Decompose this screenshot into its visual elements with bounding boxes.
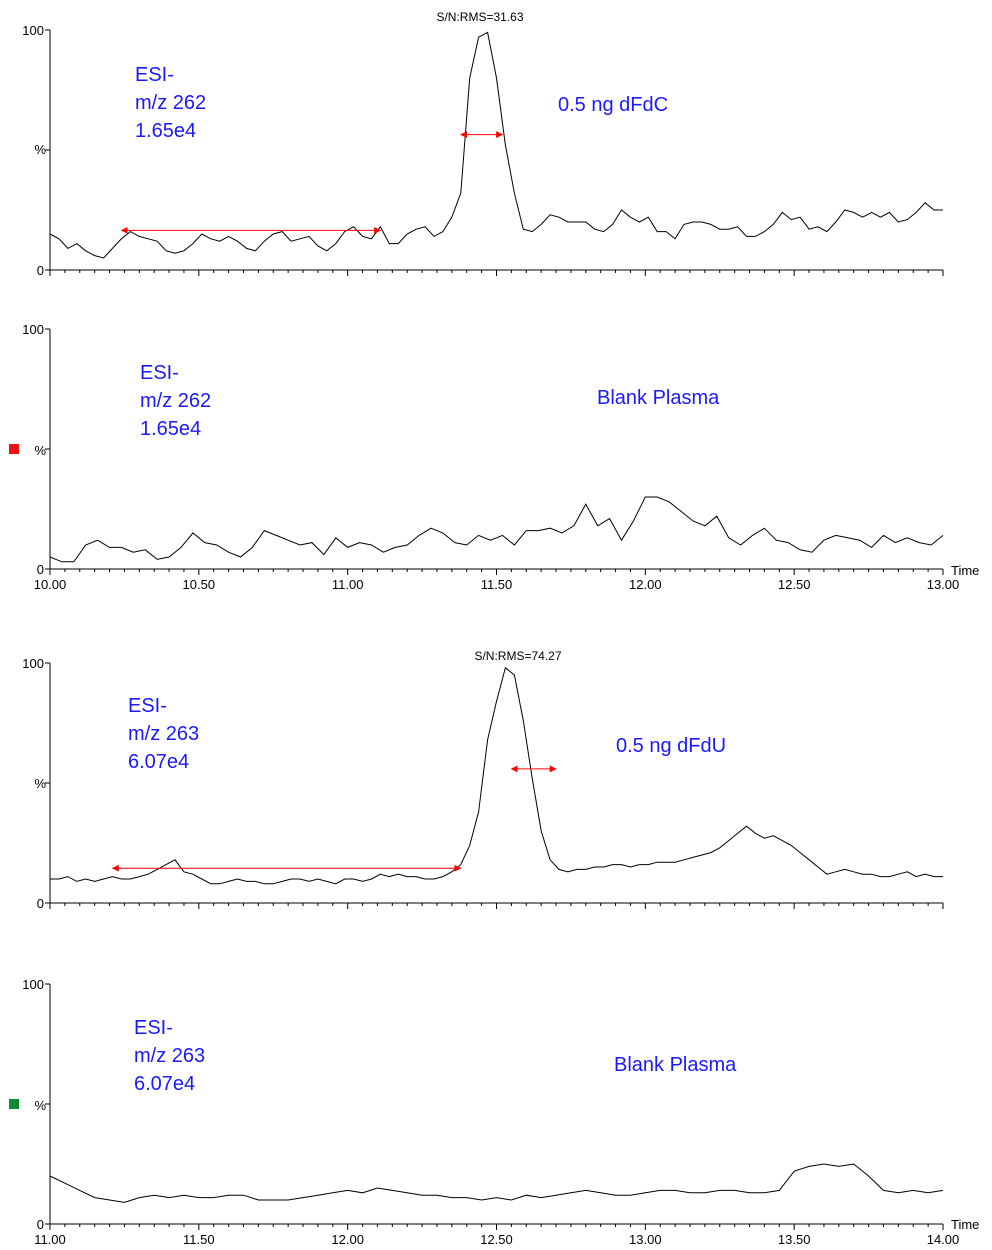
panel-blank-262-time-label: Time xyxy=(951,563,979,578)
panel-dfdc-ylabel: % xyxy=(34,142,46,157)
panel-dfdu-channel-line-2: m/z 263 xyxy=(128,723,199,745)
panel-dfdu-axes xyxy=(49,663,943,904)
chart-marks-layer: 10.00 10.50 11.00 11.50 12.00 12.50 13.00 11.00… xyxy=(34,29,960,1247)
panel-blank-263-channel-line-1: ESI- xyxy=(134,1017,173,1039)
panel-blank-263-ylabel: % xyxy=(34,1098,46,1113)
panel-dfdc-sn-label: S/N:RMS=31.63 xyxy=(436,10,523,24)
panel-blank-263-ytick-0: 0 xyxy=(37,1217,44,1232)
panel-dfdc: 100 0 % S/N:RMS=31.63 ESI- m/z 262 1.65e… xyxy=(22,10,943,278)
panel-blank-262-xtick-label: 12.00 xyxy=(629,577,662,592)
panel-blank-263: 100 0 % ESI- m/z 263 6.07e4 Blank Plasma… xyxy=(9,977,979,1232)
panel-dfdu-ytick-100: 100 xyxy=(22,656,44,671)
panel-blank-263-xtick-label: 11.00 xyxy=(34,1232,66,1247)
panel-blank-262-ylabel: % xyxy=(34,443,46,458)
panel-blank-262-xtick-label: 12.50 xyxy=(778,577,811,592)
panel-dfdu-sample-label: 0.5 ng dFdU xyxy=(616,735,726,757)
panel-dfdc-sample-label: 0.5 ng dFdC xyxy=(558,94,668,116)
panel-dfdu-ytick-0: 0 xyxy=(37,896,44,911)
panel-dfdc-ytick-0: 0 xyxy=(37,263,44,278)
panel-blank-263-time-label: Time xyxy=(951,1217,979,1232)
panel-blank-262-xtick-label: 13.00 xyxy=(927,577,960,592)
panel-blank-262-channel-line-2: m/z 262 xyxy=(140,390,211,412)
panel-blank-262-xtick-label: 11.00 xyxy=(332,577,364,592)
panel-dfdc-axes xyxy=(49,30,943,271)
panel-dfdu-trace-line xyxy=(50,666,943,885)
panel-dfdc-channel-line-3: 1.65e4 xyxy=(135,120,196,142)
panel-dfdu-ylabel: % xyxy=(34,776,46,791)
panel-blank-262-ytick-0: 0 xyxy=(37,562,44,577)
panel-blank-262-channel-line-3: 1.65e4 xyxy=(140,418,201,440)
panel-blank-263-xtick-label: 13.00 xyxy=(629,1232,662,1247)
panel-blank-262-channel-line-1: ESI- xyxy=(140,362,179,384)
panel-blank-262-ytick-100: 100 xyxy=(22,322,44,337)
panel-blank-263-axes xyxy=(49,984,943,1225)
panel-blank-262: 100 0 % ESI- m/z 262 1.65e4 Blank Plasma… xyxy=(9,322,979,578)
panel-dfdu-sn-label: S/N:RMS=74.27 xyxy=(474,649,561,663)
panel-dfdc-channel-line-2: m/z 262 xyxy=(135,92,206,114)
panel-blank-263-xtick-label: 13.50 xyxy=(778,1232,811,1247)
panel-dfdc-ytick-100: 100 xyxy=(22,23,44,38)
panel-blank-263-xtick-label: 14.00 xyxy=(927,1232,960,1247)
panel-blank-263-channel-line-2: m/z 263 xyxy=(134,1045,205,1067)
panel-dfdu-channel-line-1: ESI- xyxy=(128,695,167,717)
panel-blank-263-xtick-label: 12.50 xyxy=(480,1232,513,1247)
panel-blank-263-xtick-label: 11.50 xyxy=(183,1232,215,1247)
panel-blank-263-color-marker xyxy=(9,1099,19,1109)
panel-blank-262-trace-line xyxy=(49,496,944,563)
panel-blank-262-xtick-label: 10.50 xyxy=(183,577,216,592)
panel-dfdc-trace-line xyxy=(49,31,943,259)
panel-blank-262-color-marker xyxy=(9,444,19,454)
panel-blank-262-axes xyxy=(49,329,943,570)
panel-dfdu-channel-line-3: 6.07e4 xyxy=(128,751,189,773)
panel-blank-263-sample-label: Blank Plasma xyxy=(614,1054,737,1076)
panel-blank-263-trace-line xyxy=(49,1163,944,1203)
panel-dfdc-channel-line-1: ESI- xyxy=(135,64,174,86)
panel-blank-262-sample-label: Blank Plasma xyxy=(597,387,720,409)
panel-blank-262-xtick-label: 11.50 xyxy=(481,577,513,592)
panel-blank-262-xtick-label: 10.00 xyxy=(34,577,67,592)
panel-blank-263-xtick-label: 12.00 xyxy=(331,1232,364,1247)
panel-blank-263-ytick-100: 100 xyxy=(22,977,44,992)
panel-blank-263-channel-line-3: 6.07e4 xyxy=(134,1073,195,1095)
